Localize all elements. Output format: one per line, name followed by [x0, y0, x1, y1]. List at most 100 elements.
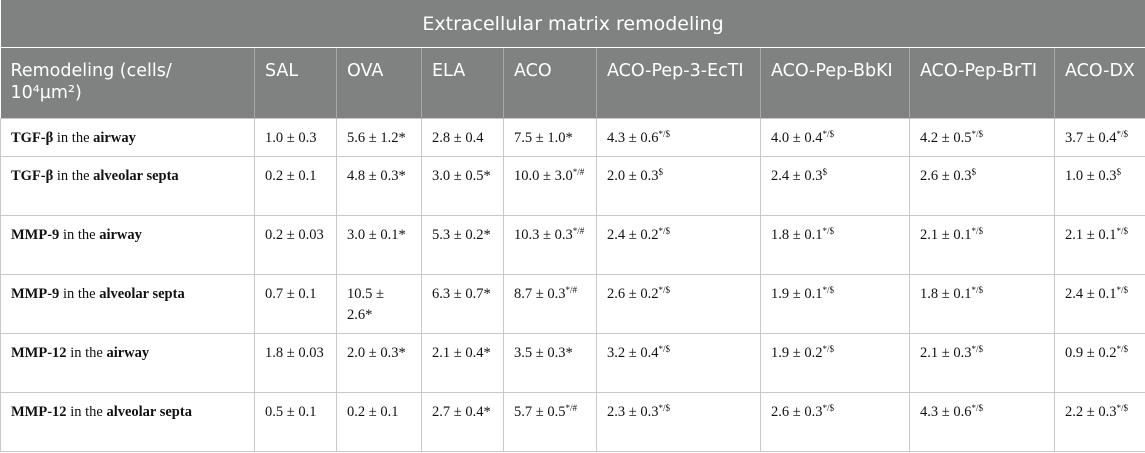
cell-value: 10.3 ± 0.3 [514, 227, 573, 243]
cell-value: 4.0 ± 0.4 [771, 130, 823, 146]
cell-value: 8.7 ± 0.3 [514, 286, 566, 302]
table-cell: 5.3 ± 0.2* [421, 215, 504, 275]
table-cell: 2.6 ± 0.3*/$ [760, 392, 910, 452]
row-marker: TGF-β [11, 130, 54, 146]
cell-value: 4.2 ± 0.5 [920, 130, 972, 146]
table-cell: 2.1 ± 0.3*/$ [909, 333, 1055, 393]
row-connector: in the [66, 404, 107, 420]
table-cell: 4.3 ± 0.6*/$ [596, 118, 761, 157]
cell-value: 2.1 ± 0.4* [432, 345, 491, 361]
cell-value: 2.0 ± 0.3* [347, 345, 406, 361]
column-header-ela: ELA [421, 47, 504, 119]
row-connector: in the [59, 227, 100, 243]
significance-marker: $ [822, 167, 827, 177]
cell-value: 10.5 ± 2.6* [347, 286, 384, 323]
cell-value: 2.4 ± 0.3 [771, 168, 823, 184]
significance-marker: */$ [1116, 285, 1128, 295]
row-label: MMP-9 in the airway [0, 215, 255, 275]
cell-value: 1.9 ± 0.2 [771, 345, 823, 361]
table-cell: 3.0 ± 0.1* [336, 215, 422, 275]
row-label: MMP-12 in the airway [0, 333, 255, 393]
column-header-sal: SAL [254, 47, 337, 119]
table-cell: 3.0 ± 0.5* [421, 156, 504, 216]
cell-value: 5.7 ± 0.5 [514, 404, 566, 420]
cell-value: 6.3 ± 0.7* [432, 286, 491, 302]
table-cell: 0.2 ± 0.1 [254, 156, 337, 216]
table-cell: 2.7 ± 0.4* [421, 392, 504, 452]
cell-value: 2.2 ± 0.3 [1065, 404, 1117, 420]
cell-value: 2.1 ± 0.1 [920, 227, 972, 243]
row-marker: MMP-12 [11, 404, 67, 420]
table-cell: 3.7 ± 0.4*/$ [1053, 118, 1145, 157]
significance-marker: $ [971, 167, 976, 177]
row-label: TGF-β in the alveolar septa [0, 156, 255, 216]
significance-marker: */# [572, 167, 585, 177]
significance-marker: */$ [658, 285, 670, 295]
row-location: airway [93, 130, 136, 146]
table-cell: 4.0 ± 0.4*/$ [760, 118, 910, 157]
table-cell: 4.3 ± 0.6*/$ [909, 392, 1055, 452]
cell-value: 1.8 ± 0.1 [771, 227, 823, 243]
table-cell: 2.1 ± 0.4* [421, 333, 504, 393]
table-cell: 2.2 ± 0.3*/$ [1053, 392, 1145, 452]
cell-value: 3.2 ± 0.4 [607, 345, 659, 361]
table-cell: 2.6 ± 0.2*/$ [596, 274, 761, 334]
cell-value: 2.1 ± 0.3 [920, 345, 972, 361]
row-connector: in the [53, 130, 94, 146]
cell-value: 1.0 ± 0.3 [265, 130, 317, 146]
cell-value: 0.7 ± 0.1 [265, 286, 317, 302]
row-marker: TGF-β [11, 168, 54, 184]
cell-value: 1.8 ± 0.03 [265, 345, 324, 361]
table-cell: 4.8 ± 0.3* [336, 156, 422, 216]
column-header-aco: ACO [503, 47, 597, 119]
row-connector: in the [66, 345, 107, 361]
table-cell: 0.2 ± 0.1 [336, 392, 422, 452]
cell-value: 10.0 ± 3.0 [514, 168, 573, 184]
cell-value: 0.2 ± 0.1 [265, 168, 317, 184]
table-cell: 2.4 ± 0.2*/$ [596, 215, 761, 275]
cell-value: 3.0 ± 0.1* [347, 227, 406, 243]
table-cell: 4.2 ± 0.5*/$ [909, 118, 1055, 157]
significance-marker: */$ [658, 403, 670, 413]
cell-value: 0.2 ± 0.03 [265, 227, 324, 243]
cell-value: 5.3 ± 0.2* [432, 227, 491, 243]
significance-marker: */# [565, 403, 577, 413]
cell-value: 0.5 ± 0.1 [265, 404, 317, 420]
table-cell: 10.3 ± 0.3*/# [503, 215, 597, 275]
table-cell: 1.8 ± 0.1*/$ [760, 215, 910, 275]
significance-marker: */$ [971, 129, 983, 139]
cell-value: 4.8 ± 0.3* [347, 168, 406, 184]
cell-value: 4.3 ± 0.6 [607, 130, 659, 146]
cell-value: 7.5 ± 1.0* [514, 130, 573, 146]
cell-value: 2.6 ± 0.3 [920, 168, 972, 184]
row-marker: MMP-12 [11, 345, 67, 361]
table-cell: 2.3 ± 0.3*/$ [596, 392, 761, 452]
significance-marker: */$ [971, 403, 983, 413]
table-cell: 2.4 ± 0.1*/$ [1053, 274, 1145, 334]
cell-value: 2.6 ± 0.2 [607, 286, 659, 302]
column-header-aco-pep-3-ecti: ACO-Pep-3-EcTI [596, 47, 761, 119]
cell-value: 1.8 ± 0.1 [920, 286, 972, 302]
significance-marker: */$ [658, 226, 670, 236]
row-connector: in the [53, 168, 94, 184]
column-header-ova: OVA [336, 47, 422, 119]
row-location: airway [99, 227, 142, 243]
table-cell: 1.9 ± 0.2*/$ [760, 333, 910, 393]
column-header-aco-pep-bbki: ACO-Pep-BbKI [760, 47, 910, 119]
table-cell: 0.5 ± 0.1 [254, 392, 337, 452]
row-label: MMP-9 in the alveolar septa [0, 274, 255, 334]
table-cell: 1.0 ± 0.3$ [1053, 156, 1145, 216]
row-label: MMP-12 in the alveolar septa [0, 392, 255, 452]
cell-value: 2.4 ± 0.1 [1065, 286, 1117, 302]
table-cell: 2.8 ± 0.4 [421, 118, 504, 157]
cell-value: 2.4 ± 0.2 [607, 227, 659, 243]
significance-marker: */# [565, 285, 577, 295]
table-cell: 5.6 ± 1.2* [336, 118, 422, 157]
table-cell: 5.7 ± 0.5*/# [503, 392, 597, 452]
table-row: MMP-12 in the airway 1.8 ± 0.03 2.0 ± 0.3*… [0, 333, 1145, 393]
cell-value: 3.7 ± 0.4 [1065, 130, 1117, 146]
table-cell: 2.0 ± 0.3$ [596, 156, 761, 216]
table-cell: 1.8 ± 0.03 [254, 333, 337, 393]
table-cell: 1.8 ± 0.1*/$ [909, 274, 1055, 334]
